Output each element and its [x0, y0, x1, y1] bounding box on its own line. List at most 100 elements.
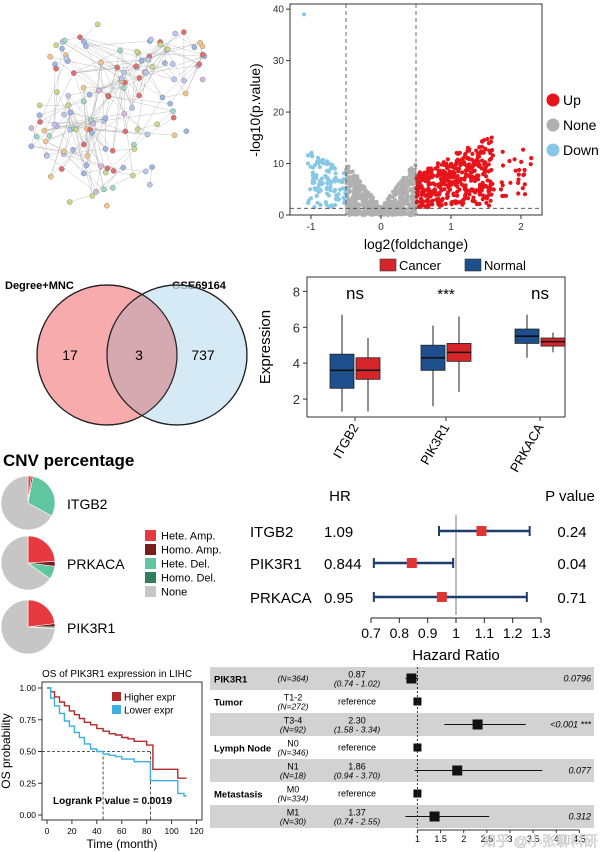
forest1-gene-label: ITGB2 — [250, 524, 293, 541]
volcano-point — [451, 191, 456, 196]
network-node — [157, 41, 164, 48]
network-node — [182, 90, 189, 97]
forest2-point — [413, 697, 422, 706]
forest2-row: Tumor T1-2(N=272) reference — [214, 693, 422, 712]
network-node — [37, 119, 43, 125]
cnv-gene-label: PIK3R1 — [67, 620, 115, 636]
forest2-estimate: reference — [338, 789, 376, 799]
forest1-xtick-label: 1 — [452, 625, 460, 641]
network-node — [53, 65, 59, 72]
network-edge — [156, 110, 174, 125]
volcano-point — [432, 182, 438, 187]
volcano-point — [477, 190, 483, 195]
network-node — [134, 48, 140, 55]
network-node — [94, 21, 101, 28]
network-edge — [100, 62, 125, 114]
network-edge — [89, 78, 122, 95]
volcano-point — [414, 190, 420, 195]
volcano-point — [464, 155, 469, 161]
volcano-point — [488, 198, 493, 203]
volcano-point — [446, 185, 451, 190]
volcano-point — [353, 204, 358, 209]
volcano-point — [347, 188, 352, 194]
cnv-legend-label: Homo. Amp. — [161, 545, 222, 557]
volcano-point — [452, 166, 457, 171]
network-edge — [133, 97, 163, 145]
volcano-point — [486, 186, 491, 191]
network-edge — [75, 129, 84, 174]
volcano-point — [481, 138, 486, 143]
forest2-estimate: 1.37 — [348, 808, 366, 818]
network-node — [67, 109, 74, 116]
boxplot-marks: ns *** ns — [329, 284, 566, 412]
volcano-point — [500, 183, 505, 188]
network-node — [104, 202, 110, 209]
volcano-point — [467, 174, 473, 179]
boxplot-xtick-label: PIK3R1 — [417, 421, 452, 467]
volcano-legend-swatch — [546, 118, 560, 132]
forest2-n-label: (N=92) — [280, 725, 306, 735]
volcano-point — [522, 182, 527, 187]
volcano-point — [335, 197, 340, 202]
forest2-xtick-label: 1.5 — [434, 834, 447, 844]
cnv-legend-swatch — [145, 558, 156, 569]
cnv-legend-label: Hete. Amp. — [161, 531, 215, 543]
volcano-point — [470, 151, 475, 156]
volcano-point — [319, 176, 324, 181]
network-node — [130, 172, 136, 179]
forest2-p-value: <0.001 *** — [550, 720, 591, 730]
network-node — [47, 53, 53, 60]
network-node — [104, 165, 111, 171]
forest2-n-label: (N=364) — [278, 674, 309, 684]
network-edge — [63, 148, 106, 155]
volcano-point — [330, 165, 335, 170]
volcano-point — [483, 164, 488, 169]
network-node — [121, 110, 128, 117]
boxplot-legend-label: Cancer — [399, 258, 442, 273]
volcano-point — [446, 172, 451, 178]
volcano-point — [436, 202, 441, 207]
forest2-p-value: 0.312 — [568, 812, 591, 822]
cnv-pie-slice — [27, 535, 56, 564]
network-node — [96, 87, 102, 94]
volcano-point — [519, 159, 524, 164]
network-node — [61, 148, 67, 155]
cnv-pie-pik3r1: PIK3R1 — [0, 599, 115, 655]
volcano-points — [301, 12, 534, 218]
forest-plot-multivariate: PIK3R1 (N=364) 0.87(0.74 - 1.02) 0.0796 Tumo… — [210, 667, 594, 844]
forest2-row-shade — [210, 759, 594, 782]
volcano-point — [310, 170, 315, 175]
forest1-axis: 0.7 0.8 0.9 1 1.1 1.2 1.3 — [361, 617, 551, 641]
network-edge — [90, 129, 148, 135]
km-ytick-label: 0.00 — [19, 810, 36, 820]
network-node — [142, 69, 149, 76]
volcano-point — [442, 163, 447, 168]
km-title: OS of PIK3R1 expression in LIHC — [42, 669, 192, 680]
forest2-ci-text: (0.94 - 3.70) — [334, 771, 380, 781]
forest2-level-label: T3-4 — [284, 716, 303, 726]
forest1-xtick-label: 1.2 — [503, 625, 523, 641]
network-node — [89, 130, 95, 136]
network-edge — [123, 49, 167, 73]
km-xtick-label: 100 — [164, 826, 178, 836]
network-edge — [83, 41, 109, 96]
volcano-point — [416, 175, 421, 181]
network-edge — [83, 168, 108, 174]
volcano-point — [475, 201, 480, 207]
volcano-point — [485, 137, 490, 142]
network-edge — [112, 80, 122, 151]
network-node — [133, 63, 139, 69]
network-node — [48, 173, 54, 180]
network-node — [170, 114, 177, 121]
network-node — [131, 146, 138, 152]
volcano-point — [419, 190, 425, 195]
volcano-point — [445, 157, 450, 162]
volcano-point — [447, 169, 452, 174]
km-legend: Higher expr Lower expr — [112, 692, 176, 717]
volcano-point — [341, 195, 346, 200]
volcano-point — [521, 147, 526, 152]
volcano-point — [347, 169, 353, 174]
km-legend-swatch — [112, 705, 121, 714]
network-edge — [105, 50, 121, 119]
network-node — [181, 77, 187, 84]
